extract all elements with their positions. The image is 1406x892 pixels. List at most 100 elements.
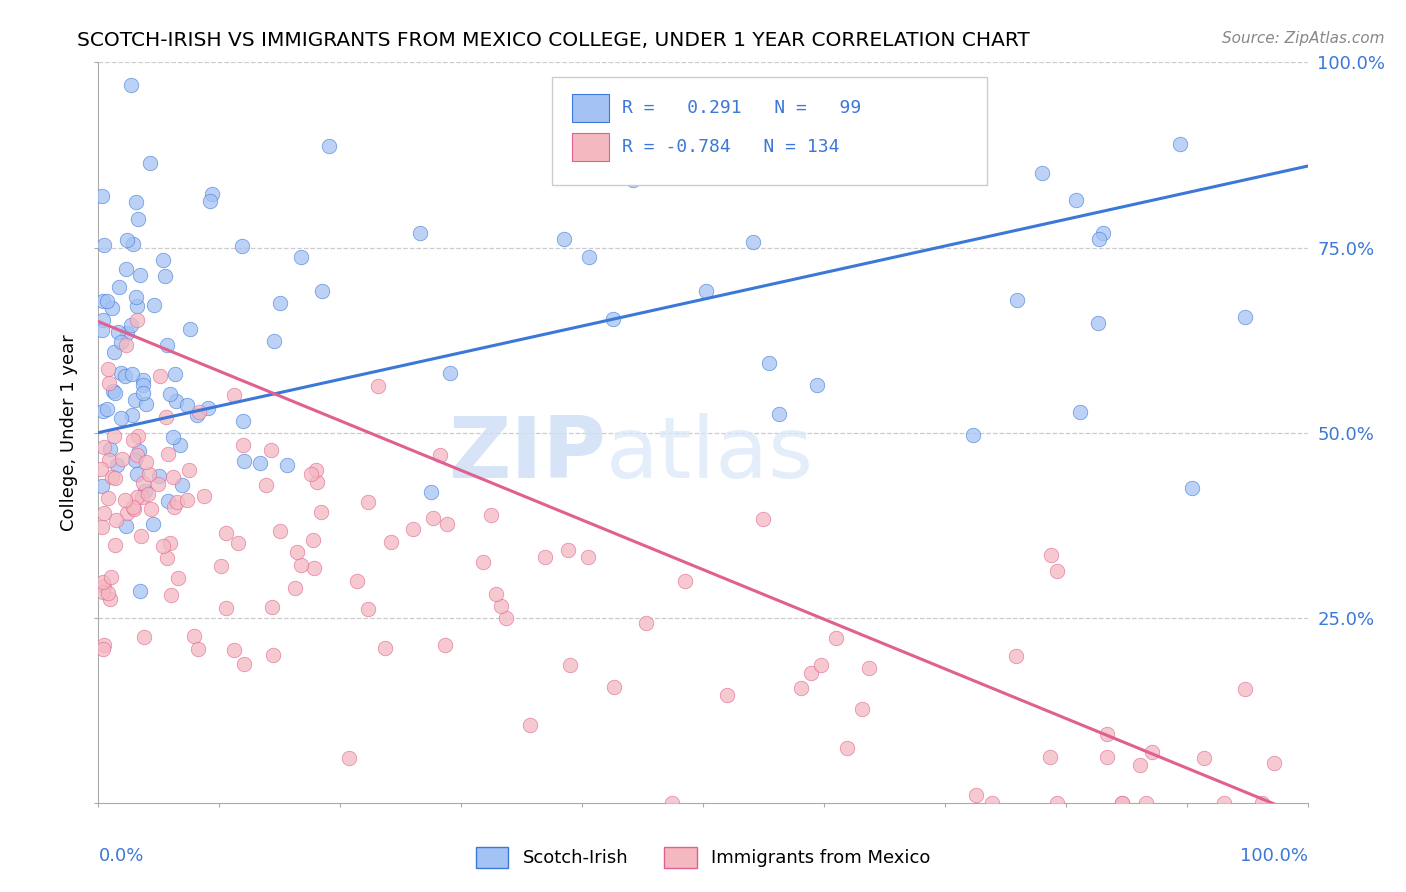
Point: [128, 444, 150, 458]
Point: [1005, 649, 1028, 664]
Point: [136, 487, 159, 501]
Point: [603, 680, 626, 694]
Point: [439, 367, 461, 381]
Text: ZIP: ZIP: [449, 413, 606, 496]
Point: [284, 581, 307, 595]
Point: [91, 585, 114, 599]
Point: [197, 401, 219, 416]
Point: [104, 538, 127, 552]
Point: [121, 500, 143, 515]
Point: [157, 447, 180, 461]
Point: [98, 453, 121, 467]
Point: [276, 458, 298, 473]
Point: [962, 428, 984, 442]
Point: [132, 378, 155, 392]
Point: [97, 491, 120, 505]
Point: [752, 512, 775, 526]
Point: [1111, 796, 1133, 810]
Point: [471, 555, 494, 569]
Point: [1091, 227, 1114, 241]
Point: [131, 490, 153, 504]
Point: [149, 368, 172, 383]
Point: [139, 156, 162, 170]
Point: [124, 452, 146, 467]
Point: [302, 533, 325, 547]
Point: [1263, 756, 1285, 771]
Point: [262, 648, 284, 663]
Point: [302, 561, 325, 575]
Point: [634, 615, 657, 630]
Point: [114, 369, 136, 384]
Point: [305, 463, 328, 477]
Legend: Scotch-Irish, Immigrants from Mexico: Scotch-Irish, Immigrants from Mexico: [475, 847, 931, 868]
Point: [132, 372, 155, 386]
Point: [187, 642, 209, 657]
Point: [132, 385, 155, 400]
Point: [232, 414, 254, 428]
Point: [226, 536, 249, 550]
Point: [263, 334, 285, 348]
Point: [356, 495, 378, 509]
Point: [209, 559, 232, 574]
Point: [91, 404, 114, 418]
Point: [155, 409, 177, 424]
Point: [110, 335, 132, 350]
Point: [167, 570, 190, 584]
Point: [1069, 404, 1091, 418]
Point: [91, 641, 114, 656]
Point: [90, 462, 112, 476]
Point: [132, 630, 155, 644]
Point: [163, 500, 186, 514]
Point: [120, 318, 142, 332]
Text: SCOTCH-IRISH VS IMMIGRANTS FROM MEXICO COLLEGE, UNDER 1 YEAR CORRELATION CHART: SCOTCH-IRISH VS IMMIGRANTS FROM MEXICO C…: [77, 31, 1031, 50]
Point: [285, 545, 308, 559]
Point: [1046, 564, 1069, 578]
Point: [479, 508, 502, 522]
Point: [198, 194, 221, 209]
Point: [117, 233, 139, 247]
Point: [162, 470, 184, 484]
Y-axis label: College, Under 1 year: College, Under 1 year: [60, 334, 79, 531]
Point: [176, 493, 198, 508]
Point: [800, 666, 823, 681]
Point: [155, 269, 177, 284]
Point: [1181, 481, 1204, 495]
Point: [104, 471, 127, 485]
Point: [716, 688, 738, 702]
Point: [858, 661, 880, 675]
Point: [156, 494, 179, 508]
Point: [156, 338, 179, 352]
Point: [97, 376, 120, 390]
Point: [346, 574, 368, 588]
Point: [105, 458, 128, 473]
Point: [141, 501, 163, 516]
Text: atlas: atlas: [606, 413, 814, 496]
Point: [576, 549, 599, 564]
Point: [1095, 727, 1118, 741]
Point: [1039, 750, 1062, 764]
Point: [156, 550, 179, 565]
Point: [695, 284, 717, 298]
Point: [101, 384, 124, 398]
Point: [104, 386, 127, 401]
Point: [103, 345, 125, 359]
Point: [673, 574, 696, 589]
Point: [125, 448, 148, 462]
Point: [290, 558, 312, 572]
Point: [311, 284, 333, 298]
Point: [127, 212, 149, 227]
Text: Source: ZipAtlas.com: Source: ZipAtlas.com: [1222, 31, 1385, 46]
FancyBboxPatch shape: [551, 78, 987, 185]
Point: [269, 524, 291, 538]
Point: [90, 520, 112, 534]
Point: [260, 442, 283, 457]
Point: [124, 393, 146, 408]
Point: [101, 470, 124, 484]
Point: [129, 268, 152, 282]
Point: [810, 657, 832, 672]
Point: [165, 367, 187, 381]
Point: [1250, 796, 1272, 810]
Point: [114, 493, 136, 508]
Point: [115, 519, 138, 533]
Point: [356, 602, 378, 616]
